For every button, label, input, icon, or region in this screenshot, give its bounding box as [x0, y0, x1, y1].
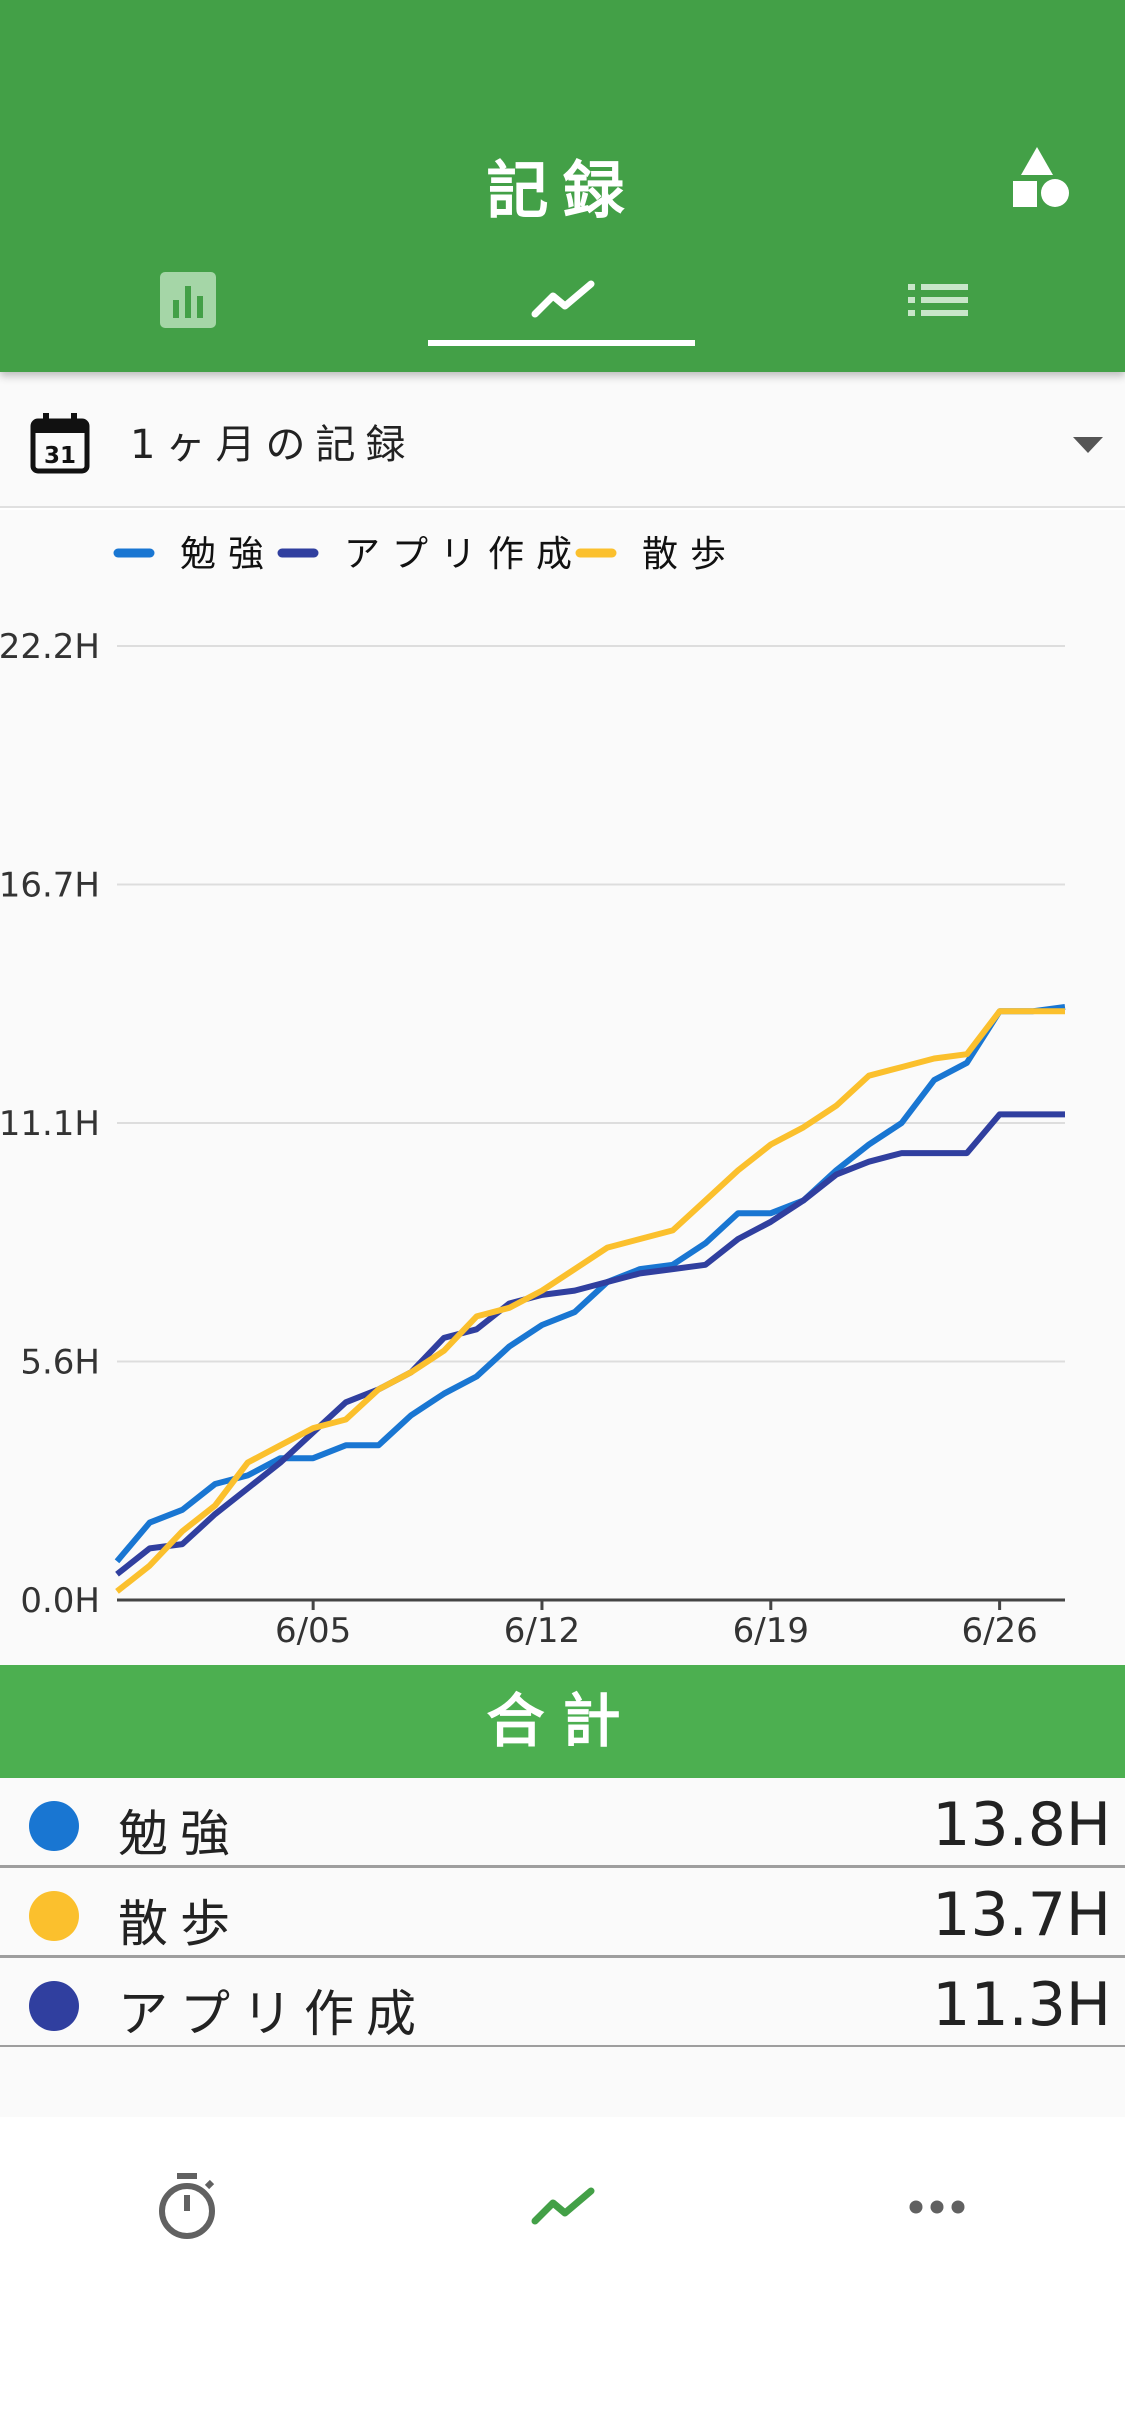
period-label: 1ヶ月の記録 — [130, 422, 416, 468]
bar-chart-icon — [159, 272, 216, 328]
legend-label: 散歩 — [642, 534, 738, 575]
totals-row-label: 散歩 — [118, 1895, 242, 1953]
tab-bar-chart[interactable] — [55, 255, 320, 345]
list-footer-space — [0, 2047, 1125, 2117]
nav-timer[interactable] — [127, 2147, 247, 2267]
legend-label: 勉強 — [180, 534, 276, 575]
y-tick-label: 16.7H — [0, 866, 100, 906]
period-selector[interactable]: 31 1ヶ月の記録 — [0, 372, 1125, 508]
chart-svg: 0.0H 5.6H 11.1H 16.7H 22.2H 6/05 6/12 6/19 6/26 勉… — [0, 534, 1066, 1651]
x-tick-label: 6/26 — [961, 1611, 1037, 1651]
nav-more[interactable] — [877, 2147, 997, 2267]
line-chart: 0.0H 5.6H 11.1H 16.7H 22.2H 6/05 6/12 6/19 6/26 勉… — [0, 510, 1125, 1665]
totals-row-value: 11.3H — [932, 1970, 1111, 2040]
app-header: 記録 — [0, 0, 1125, 372]
calendar-icon: 31 — [30, 412, 90, 474]
y-tick-label: 5.6H — [20, 1343, 100, 1383]
tab-line-chart[interactable] — [430, 255, 695, 345]
x-tick-label: 6/05 — [275, 1611, 351, 1651]
series-color-dot — [29, 1981, 79, 2031]
totals-row-label: 勉強 — [118, 1805, 242, 1863]
chevron-down-icon[interactable] — [1073, 437, 1103, 453]
timer-icon — [159, 2173, 215, 2239]
list-icon — [907, 284, 968, 316]
series-color-dot — [29, 1801, 79, 1851]
series-line — [114, 1004, 1066, 1564]
totals-row: アプリ作成 11.3H — [0, 1958, 1125, 2048]
totals-header: 合計 — [0, 1665, 1125, 1778]
line-chart-icon — [531, 280, 594, 318]
totals-row: 散歩 13.7H — [0, 1868, 1125, 1958]
page-title: 記録 — [486, 154, 639, 227]
legend-label: アプリ作成 — [344, 534, 584, 575]
nav-chart[interactable] — [503, 2147, 623, 2267]
calendar-day: 31 — [44, 443, 76, 469]
bottom-navigation — [0, 2117, 1125, 2436]
tab-list[interactable] — [805, 255, 1070, 345]
y-tick-label: 22.2H — [0, 627, 100, 667]
x-tick-label: 6/12 — [504, 1611, 580, 1651]
totals-row-label: アプリ作成 — [118, 1985, 428, 2043]
x-tick-label: 6/19 — [733, 1611, 809, 1651]
y-tick-label: 11.1H — [0, 1104, 100, 1144]
series-line — [115, 1008, 1065, 1594]
totals-row-value: 13.7H — [932, 1880, 1111, 1950]
totals-row: 勉強 13.8H — [0, 1778, 1125, 1868]
series-line — [115, 1111, 1065, 1577]
series-color-dot — [29, 1891, 79, 1941]
shapes-icon[interactable] — [1005, 145, 1075, 215]
line-chart-icon — [531, 2187, 595, 2225]
y-tick-label: 0.0H — [20, 1581, 100, 1621]
totals-row-value: 13.8H — [932, 1790, 1111, 1860]
more-icon — [909, 2200, 965, 2214]
tab-indicator — [428, 340, 695, 346]
